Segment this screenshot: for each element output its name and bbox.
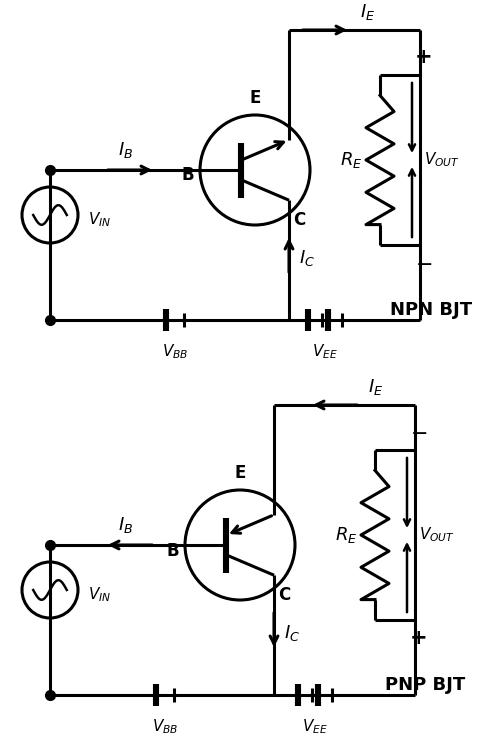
Text: +: + [410,628,428,648]
Text: B: B [182,166,194,184]
Text: B: B [167,542,179,560]
Text: $V_{BB}$: $V_{BB}$ [162,342,188,361]
Text: $I_B$: $I_B$ [118,515,133,535]
Text: $V_{BB}$: $V_{BB}$ [152,717,178,736]
Text: $V_{IN}$: $V_{IN}$ [88,211,111,230]
Text: $I_E$: $I_E$ [368,377,384,397]
Text: $-$: $-$ [416,253,432,273]
Text: NPN BJT: NPN BJT [390,301,472,319]
Text: $V_{EE}$: $V_{EE}$ [302,717,328,736]
Text: $-$: $-$ [410,422,428,442]
Text: $I_C$: $I_C$ [284,623,300,643]
Text: $V_{EE}$: $V_{EE}$ [312,342,338,361]
Text: +: + [415,47,433,67]
Text: PNP BJT: PNP BJT [385,676,465,694]
Text: $V_{IN}$: $V_{IN}$ [88,586,111,604]
Text: $V_{OUT}$: $V_{OUT}$ [424,151,460,170]
Text: $R_E$: $R_E$ [340,150,362,170]
Text: $I_E$: $I_E$ [360,2,376,22]
Text: $I_B$: $I_B$ [118,140,133,160]
Text: $V_{OUT}$: $V_{OUT}$ [419,526,455,544]
Text: C: C [294,211,306,230]
Text: $R_E$: $R_E$ [334,525,357,545]
Text: E: E [234,464,246,482]
Text: E: E [250,88,260,106]
Text: $I_C$: $I_C$ [299,248,315,268]
Text: C: C [278,586,291,604]
